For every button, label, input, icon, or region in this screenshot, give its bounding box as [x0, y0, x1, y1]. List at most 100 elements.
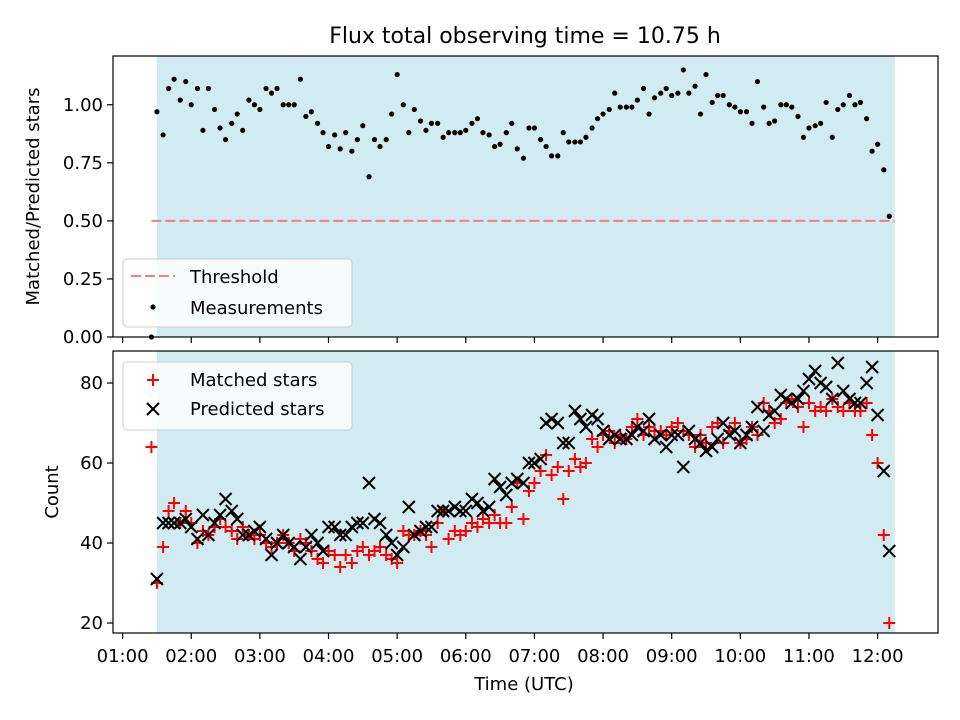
measurement-point-114 [800, 134, 807, 140]
measurement-point-15 [234, 111, 240, 117]
measurement-point-4 [171, 76, 177, 82]
predicted-point-53 [453, 504, 468, 518]
measurement-point-129 [886, 213, 892, 219]
count-ytick-label-2: 60 [80, 453, 103, 474]
predicted-point-110 [779, 392, 794, 406]
measurement-point-56 [469, 120, 475, 126]
matched-point-72 [557, 493, 570, 505]
measurement-point-88 [651, 95, 658, 101]
measurement-point-2 [160, 132, 166, 138]
measurement-point-29 [314, 120, 321, 126]
measurement-point-51 [440, 134, 446, 140]
measurement-point-100 [720, 92, 726, 99]
measurement-point-9 [200, 127, 206, 133]
matched-point-85 [631, 413, 644, 425]
predicted-point-3 [167, 516, 181, 530]
measurement-point-82 [617, 104, 623, 110]
predicted-point-79 [602, 432, 616, 446]
predicted-point-106 [756, 424, 771, 438]
matched-point-35 [345, 557, 358, 569]
measurement-point-80 [606, 106, 612, 113]
measurement-point-119 [829, 134, 835, 140]
predicted-point-31 [327, 520, 342, 534]
time-xtick-label-1: 02:00 [165, 646, 217, 667]
measurement-point-11 [211, 106, 218, 113]
measurement-point-128 [881, 167, 887, 173]
predicted-point-5 [179, 512, 193, 526]
matched-point-113 [791, 401, 804, 413]
matched-point-48 [419, 529, 432, 541]
measurement-point-53 [452, 130, 458, 136]
predicted-point-78 [596, 424, 610, 438]
matched-point-52 [442, 533, 455, 545]
measurement-point-65 [520, 155, 527, 161]
matched-point-28 [305, 545, 318, 557]
measurement-point-105 [749, 120, 755, 126]
predicted-point-30 [321, 520, 336, 534]
measurement-point-20 [263, 85, 269, 92]
predicted-point-9 [201, 528, 216, 542]
matched-point-55 [459, 525, 472, 537]
matched-point-128 [877, 529, 890, 541]
predicted-point-96 [699, 444, 713, 458]
predicted-point-95 [693, 436, 708, 450]
measurement-point-81 [612, 90, 618, 96]
measurement-point-50 [435, 120, 441, 126]
measurement-point-30 [320, 130, 326, 136]
predicted-point-76 [585, 408, 599, 422]
matched-point-65 [517, 513, 530, 525]
matched-point-74 [568, 453, 581, 465]
measurement-point-58 [480, 130, 486, 136]
predicted-point-126 [870, 408, 885, 422]
matched-point-71 [551, 461, 564, 473]
measurement-point-25 [291, 102, 297, 108]
count-ytick-label-0: 20 [80, 613, 103, 634]
measurement-point-109 [772, 118, 778, 124]
predicted-point-64 [516, 476, 531, 490]
predicted-point-6 [184, 520, 198, 534]
predicted-point-2 [161, 516, 176, 530]
predicted-point-118 [825, 392, 840, 406]
predicted-point-114 [802, 372, 816, 386]
matched-point-102 [728, 417, 741, 429]
predicted-point-99 [716, 416, 730, 430]
matched-point-14 [225, 525, 238, 537]
measurement-point-52 [446, 130, 452, 136]
measurement-point-24 [286, 102, 292, 108]
predicted-point-14 [230, 512, 244, 526]
predicted-point-84 [630, 420, 645, 434]
predicted-point-46 [413, 524, 428, 538]
measurement-point-74 [572, 139, 578, 145]
matched-point-110 [774, 413, 787, 425]
measurement-point-8 [194, 85, 201, 92]
measurement-point-111 [783, 102, 789, 108]
predicted-point-91 [671, 428, 685, 442]
predicted-point-44 [402, 500, 416, 514]
predicted-point-43 [396, 540, 411, 554]
measurement-point-16 [240, 127, 246, 133]
predicted-point-56 [470, 496, 485, 510]
measurement-point-31 [325, 143, 332, 150]
measurement-point-104 [743, 109, 750, 115]
measurement-point-99 [715, 92, 721, 99]
measurement-point-94 [686, 90, 692, 96]
measurement-point-21 [268, 90, 275, 96]
measurement-point-110 [778, 102, 784, 108]
predicted-point-86 [642, 412, 656, 426]
measurement-point-59 [486, 132, 492, 138]
measurement-point-83 [623, 104, 629, 110]
measurement-point-73 [566, 139, 572, 145]
matched-point-6 [179, 505, 192, 517]
measurement-point-118 [823, 99, 829, 106]
predicted-point-4 [173, 516, 187, 530]
matched-point-15 [231, 533, 244, 545]
predicted-point-82 [619, 432, 634, 446]
predicted-point-36 [356, 516, 370, 530]
predicted-point-102 [733, 436, 748, 450]
legend-matched-label: Matched stars [190, 370, 317, 391]
measurement-point-13 [222, 137, 229, 143]
predicted-point-39 [373, 516, 387, 530]
predicted-point-124 [859, 376, 874, 390]
matched-point-16 [236, 521, 249, 533]
predicted-point-70 [551, 416, 565, 430]
